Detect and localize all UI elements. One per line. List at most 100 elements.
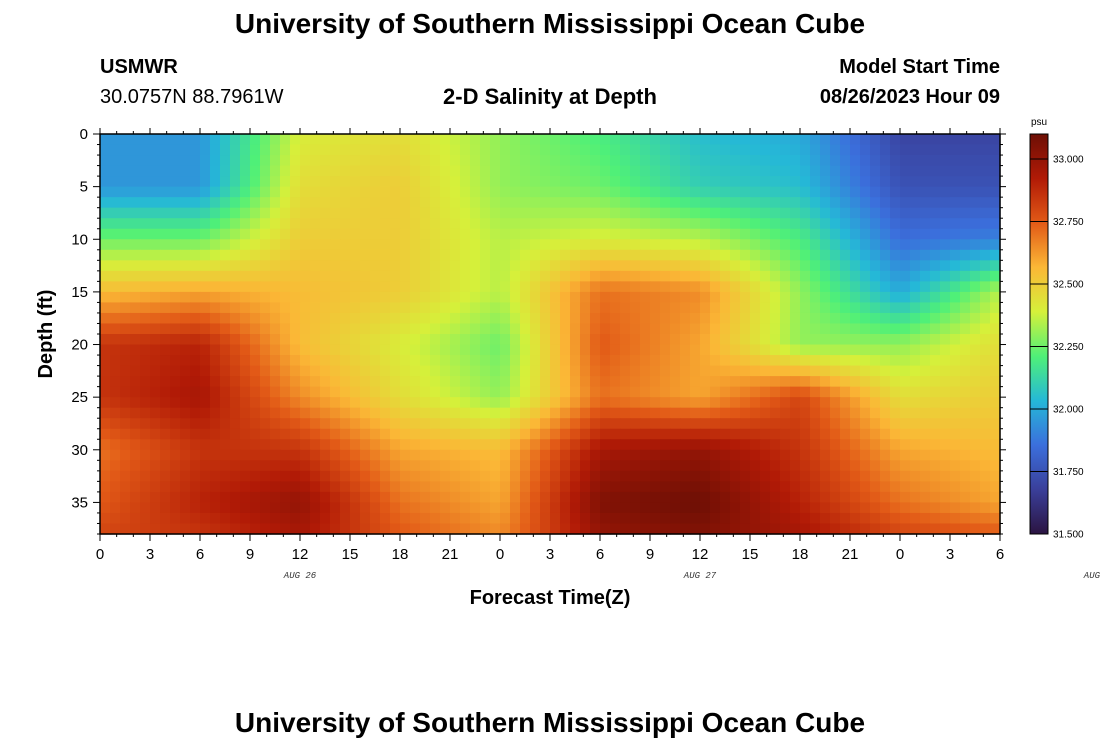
- heatmap-cell: [420, 144, 431, 156]
- heatmap-cell: [230, 491, 241, 504]
- heatmap-cell: [730, 302, 741, 314]
- heatmap-cell: [320, 376, 331, 388]
- heatmap-cell: [780, 481, 791, 493]
- heatmap-cell: [330, 407, 341, 419]
- heatmap-cell: [870, 407, 881, 419]
- heatmap-cell: [260, 470, 271, 482]
- heatmap-cell: [990, 376, 1001, 388]
- heatmap-cell: [610, 523, 621, 535]
- heatmap-cell: [690, 302, 701, 314]
- heatmap-cell: [190, 428, 201, 440]
- heatmap-cell: [410, 344, 421, 356]
- heatmap-cell: [860, 355, 871, 367]
- heatmap-cell: [880, 249, 891, 261]
- heatmap-cell: [960, 228, 971, 240]
- heatmap-cell: [220, 165, 231, 177]
- heatmap-cell: [930, 365, 941, 377]
- heatmap-cell: [180, 460, 191, 472]
- heatmap-cell: [280, 134, 291, 146]
- heatmap-cell: [760, 218, 771, 230]
- heatmap-cell: [400, 239, 411, 251]
- heatmap-cell: [590, 144, 601, 156]
- heatmap-cell: [540, 523, 551, 535]
- heatmap-cell: [780, 502, 791, 514]
- heatmap-cell: [910, 228, 921, 240]
- heatmap-cell: [390, 249, 401, 261]
- heatmap-cell: [970, 291, 981, 304]
- heatmap-cell: [560, 428, 571, 440]
- heatmap-cell: [460, 491, 471, 504]
- heatmap-cell: [430, 207, 441, 219]
- heatmap-cell: [620, 281, 631, 293]
- heatmap-cell: [550, 281, 561, 293]
- heatmap-cell: [640, 228, 651, 240]
- heatmap-cell: [530, 355, 541, 367]
- heatmap-cell: [840, 418, 851, 430]
- heatmap-cell: [830, 249, 841, 261]
- heatmap-cell: [610, 460, 621, 472]
- y-tick-label: 35: [71, 494, 88, 511]
- heatmap-cell: [490, 481, 501, 493]
- heatmap-cell: [420, 134, 431, 146]
- heatmap-cell: [550, 439, 561, 451]
- heatmap-cell: [390, 449, 401, 461]
- heatmap-cell: [830, 344, 841, 356]
- heatmap-cell: [230, 439, 241, 451]
- heatmap-cell: [970, 470, 981, 482]
- heatmap-cell: [220, 439, 231, 451]
- heatmap-cell: [120, 418, 131, 430]
- heatmap-cell: [580, 365, 591, 377]
- heatmap-cell: [350, 365, 361, 377]
- heatmap-cell: [190, 449, 201, 461]
- heatmap-cell: [470, 344, 481, 356]
- heatmap-cell: [740, 365, 751, 377]
- heatmap-cell: [910, 365, 921, 377]
- heatmap-cell: [990, 144, 1001, 156]
- heatmap-cell: [320, 144, 331, 156]
- heatmap-cell: [590, 302, 601, 314]
- heatmap-cell: [300, 134, 311, 146]
- heatmap-cell: [460, 428, 471, 440]
- heatmap-cell: [670, 449, 681, 461]
- heatmap-cell: [480, 228, 491, 240]
- heatmap-cell: [280, 502, 291, 514]
- heatmap-cell: [890, 502, 901, 514]
- heatmap-cell: [780, 470, 791, 482]
- heatmap-cell: [600, 281, 611, 293]
- heatmap-cell: [120, 144, 131, 156]
- heatmap-cell: [540, 449, 551, 461]
- heatmap-cell: [980, 186, 991, 198]
- heatmap-cell: [550, 470, 561, 482]
- heatmap-cell: [950, 134, 961, 146]
- heatmap-cell: [900, 481, 911, 493]
- heatmap-cell: [110, 428, 121, 440]
- heatmap-cell: [870, 197, 881, 209]
- heatmap-cell: [660, 176, 671, 188]
- heatmap-cell: [400, 218, 411, 230]
- heatmap-cell: [790, 512, 801, 525]
- heatmap-cell: [270, 249, 281, 261]
- heatmap-cell: [510, 376, 521, 388]
- heatmap-cell: [320, 418, 331, 430]
- heatmap-cell: [550, 134, 561, 146]
- heatmap-cell: [550, 197, 561, 209]
- heatmap-cell: [150, 144, 161, 156]
- heatmap-cell: [490, 428, 501, 440]
- heatmap-cell: [480, 218, 491, 230]
- heatmap-cell: [990, 502, 1001, 514]
- heatmap-cell: [180, 323, 191, 335]
- heatmap-cell: [350, 334, 361, 346]
- heatmap-cell: [150, 376, 161, 388]
- heatmap-cell: [560, 512, 571, 525]
- heatmap-cell: [180, 270, 191, 282]
- heatmap-cell: [240, 144, 251, 156]
- heatmap-cell: [160, 186, 171, 198]
- heatmap-cell: [150, 334, 161, 346]
- heatmap-cell: [940, 218, 951, 230]
- heatmap-cell: [660, 334, 671, 346]
- heatmap-cell: [290, 460, 301, 472]
- heatmap-cell: [210, 176, 221, 188]
- heatmap-cell: [180, 334, 191, 346]
- heatmap-cell: [590, 418, 601, 430]
- heatmap-cell: [420, 323, 431, 335]
